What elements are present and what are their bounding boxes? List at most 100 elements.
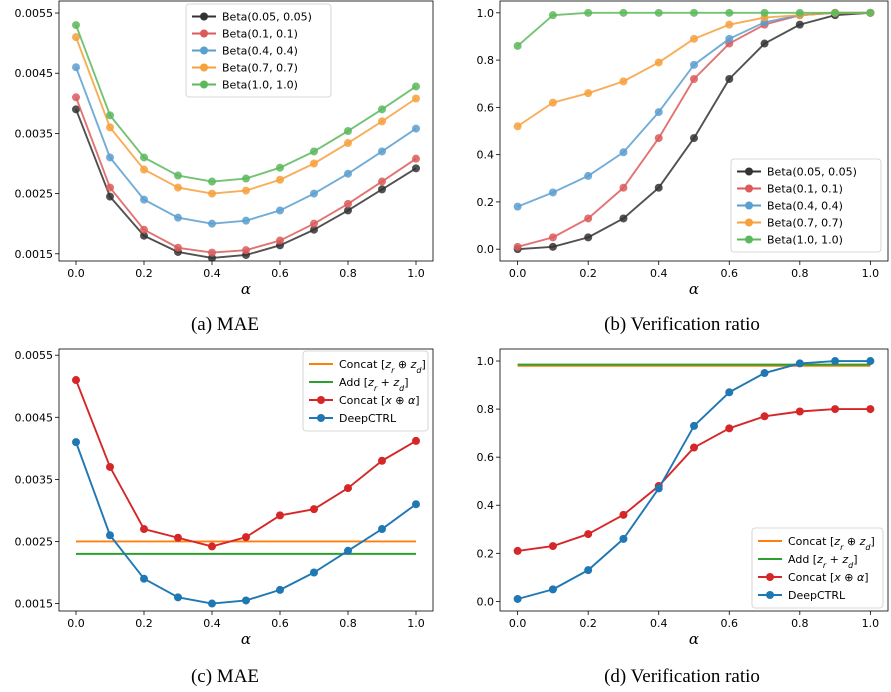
legend-swatch-marker — [200, 80, 208, 89]
axes-frame — [499, 0, 889, 262]
x-tick-label: 0.0 — [509, 267, 527, 280]
data-point — [619, 510, 628, 519]
data-point — [72, 63, 80, 72]
x-tick-label: 1.0 — [862, 617, 880, 630]
data-point — [619, 183, 628, 192]
y-tick-label: 0.4 — [477, 149, 495, 162]
data-point — [513, 546, 522, 555]
data-point — [412, 164, 420, 173]
data-point — [208, 542, 216, 551]
data-point — [760, 8, 769, 17]
data-point — [795, 359, 804, 368]
legend-box — [730, 158, 882, 253]
data-point — [760, 39, 769, 48]
data-point — [866, 405, 875, 414]
plot-area — [72, 21, 420, 261]
y-tick-label: 0.0045 — [15, 411, 54, 424]
legend-label: Beta(0.4, 0.4) — [222, 45, 298, 58]
data-point — [208, 599, 216, 608]
x-tick-label: 0.6 — [721, 617, 739, 630]
x-tick-label: 1.0 — [407, 267, 425, 280]
data-point — [690, 421, 698, 430]
data-point — [242, 246, 250, 255]
data-point — [106, 123, 114, 132]
data-point — [690, 34, 698, 43]
data-point — [866, 357, 875, 366]
data-point — [72, 93, 80, 102]
data-point — [174, 533, 182, 542]
data-point — [654, 58, 663, 67]
data-point — [276, 175, 284, 184]
y-tick-label: 0.0045 — [15, 67, 54, 80]
data-point — [208, 189, 216, 198]
data-point — [242, 186, 250, 195]
x-tick-label: 0.6 — [271, 267, 289, 280]
legend-label: Beta(0.05, 0.05) — [767, 166, 857, 179]
x-tick-label: 0.0 — [67, 617, 85, 630]
x-axis-label: α — [689, 630, 699, 648]
data-point — [619, 214, 628, 223]
data-point — [412, 500, 420, 509]
data-point — [378, 177, 386, 186]
y-tick-label: 1.0 — [477, 7, 495, 20]
data-point — [140, 165, 148, 174]
y-tick-label: 0.0055 — [15, 349, 54, 362]
data-point — [548, 233, 557, 242]
data-point — [831, 405, 840, 414]
series-line — [517, 11, 871, 128]
x-axis-label: α — [689, 280, 699, 298]
data-point — [344, 484, 352, 493]
data-point — [140, 525, 148, 534]
caption-d: (d) Verification ratio — [604, 666, 760, 687]
data-point — [584, 530, 593, 539]
caption-c: (c) MAE — [191, 666, 259, 687]
data-point — [412, 94, 420, 103]
data-point — [548, 585, 557, 594]
data-point — [548, 11, 557, 20]
data-point — [378, 185, 386, 194]
data-point — [548, 188, 557, 197]
legend-box — [185, 3, 332, 98]
legend-swatch-marker — [745, 201, 753, 210]
data-point — [106, 183, 114, 192]
y-tick-label: 0.2 — [477, 196, 495, 209]
x-tick-label: 0.4 — [650, 267, 668, 280]
data-point — [412, 124, 420, 133]
data-point — [584, 8, 593, 17]
y-tick-label: 0.0025 — [15, 188, 54, 201]
data-point — [106, 153, 114, 162]
legend-label: Beta(0.4, 0.4) — [767, 200, 843, 213]
data-point — [619, 8, 628, 17]
data-point — [378, 105, 386, 114]
plot-area — [72, 376, 420, 608]
legend-label: Beta(1.0, 1.0) — [767, 234, 843, 247]
x-axis-label: α — [241, 280, 251, 298]
data-point — [690, 75, 698, 83]
legend: Concat [zr ⊕ zd]Add [zr + zd]Concat [x ⊕… — [751, 527, 884, 609]
axes-frame — [499, 348, 889, 612]
x-tick-label: 0.2 — [135, 267, 153, 280]
legend-label: Beta(0.7, 0.7) — [222, 62, 298, 75]
data-point — [242, 596, 250, 605]
plot-area — [513, 8, 875, 254]
legend-swatch-marker — [200, 63, 208, 72]
data-point — [690, 134, 698, 143]
data-point — [72, 21, 80, 30]
data-point — [106, 111, 114, 120]
data-point — [412, 82, 420, 91]
data-point — [690, 8, 698, 17]
data-point — [174, 171, 182, 180]
x-tick-label: 0.4 — [203, 267, 221, 280]
legend-swatch-marker — [745, 218, 753, 227]
data-point — [276, 236, 284, 245]
data-point — [725, 424, 734, 433]
y-tick-label: 0.0015 — [15, 598, 54, 611]
data-point — [378, 525, 386, 534]
legend-label: Concat [x ⊕ α] — [339, 394, 420, 407]
x-tick-label: 0.0 — [509, 617, 527, 630]
data-point — [174, 183, 182, 192]
data-point — [654, 134, 663, 143]
data-point — [140, 225, 148, 234]
y-tick-label: 0.0035 — [15, 127, 54, 140]
data-point — [760, 369, 769, 378]
